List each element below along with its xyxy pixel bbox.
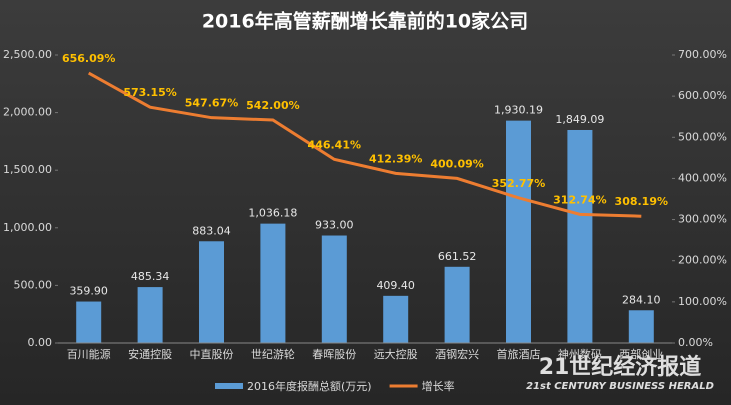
line (87, 71, 642, 218)
bar-label: 359.90 (69, 285, 108, 298)
bar-label: 1,036.18 (248, 207, 297, 220)
bar (567, 129, 593, 343)
y-tick-label: 1,000.00 (3, 221, 52, 234)
bar-label: 284.10 (622, 293, 661, 306)
y2-tick-label: 300.00% (678, 213, 727, 226)
bar-label: 485.34 (131, 270, 170, 283)
x-tick-label: 春晖股份 (312, 348, 356, 361)
y2-tick-label: 0.00% (678, 336, 713, 349)
x-tick-label: 中直股份 (190, 347, 234, 361)
chart-title: 2016年高管薪酬增长靠前的10家公司 (202, 10, 528, 33)
x-tick-label: 西部创业 (619, 347, 663, 361)
watermark-title: 21世纪经济报道 (539, 354, 702, 380)
bar (199, 241, 224, 343)
line-label: 573.15% (123, 86, 176, 99)
line-label: 308.19% (615, 195, 668, 208)
bar (260, 223, 286, 343)
bar-label: 409.40 (376, 279, 415, 292)
x-tick-label: 首旅酒店 (497, 347, 541, 361)
line-label: 352.77% (492, 177, 545, 190)
x-tick-label: 安通控股 (128, 347, 172, 361)
line-label: 656.09% (62, 52, 115, 65)
watermark-subtitle: 21st CENTURY BUSINESS HERALD (526, 381, 714, 392)
bar-label: 1,930.19 (494, 104, 543, 117)
bar (506, 120, 531, 343)
x-tick-label: 世纪游轮 (251, 347, 295, 361)
legend-label: 2016年度报酬总额(万元) (247, 379, 372, 393)
line-label: 312.74% (553, 193, 606, 206)
y-tick-label: 500.00 (14, 278, 53, 291)
line-label: 547.67% (185, 97, 238, 110)
y2-tick-label: 200.00% (678, 254, 727, 267)
x-tick-label: 百川能源 (67, 347, 111, 361)
y-tick-label: 0.00 (28, 336, 53, 349)
x-tick-label: 神州数码 (558, 347, 602, 361)
line-label: 400.09% (430, 157, 483, 170)
bar (444, 266, 470, 343)
y-tick-label: 2,500.00 (3, 48, 52, 61)
legend-swatch (215, 383, 243, 389)
y-tick-label: 2,000.00 (3, 106, 52, 119)
y-tick-label: 1,500.00 (3, 163, 52, 176)
y2-tick-label: 500.00% (678, 130, 727, 143)
y2-tick-label: 600.00% (678, 89, 727, 102)
x-tick-label: 酒钢宏兴 (435, 347, 479, 361)
y2-tick-label: 400.00% (678, 171, 727, 184)
x-tick-label: 远大控股 (374, 347, 418, 361)
y2-tick-label: 700.00% (678, 48, 727, 61)
line-label: 542.00% (246, 99, 299, 112)
bar-label: 883.04 (192, 224, 231, 237)
bar (321, 235, 347, 343)
y2-tick-label: 100.00% (678, 295, 727, 308)
line-label: 412.39% (369, 152, 422, 165)
bar (137, 287, 163, 343)
line-label: 446.41% (308, 138, 361, 151)
legend-label: 增长率 (422, 379, 455, 393)
bar (628, 310, 654, 343)
bar-label: 1,849.09 (555, 113, 604, 126)
bar-label: 661.52 (438, 250, 477, 263)
bar-label: 933.00 (315, 219, 354, 232)
bar (383, 295, 409, 343)
bar (76, 301, 102, 343)
